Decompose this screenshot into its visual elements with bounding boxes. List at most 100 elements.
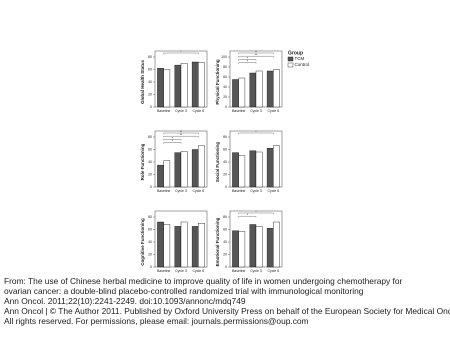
x-tick-label: Cycle 3 [175,109,187,113]
y-tick-label: 60 [223,75,227,79]
y-tick-label: 80 [148,55,152,59]
y-tick-label: 20 [148,172,152,176]
bar [249,72,257,108]
x-tick-label: Baseline [232,109,245,113]
significance-bracket [238,212,274,215]
bar [180,221,188,268]
y-tick-label: 40 [223,85,227,89]
bar [255,70,263,108]
significance-bracket [238,59,257,61]
significance-label: ** [255,53,258,57]
x-tick-label: Cycle 6 [192,189,204,193]
y-tick-label: 0 [150,185,152,189]
x-tick-label: Cycle 6 [267,269,279,273]
legend-title: Group [288,50,303,56]
significance-label: * [180,50,182,54]
bar [180,151,188,188]
y-tick-label: 0 [225,265,227,269]
y-axis-label: Cognitive Functioning [140,218,145,266]
bar [266,148,274,188]
x-tick-label: Baseline [232,269,245,273]
y-tick-label: 20 [148,92,152,96]
y-tick-label: 20 [223,252,227,256]
x-tick-label: Cycle 6 [267,189,279,193]
bar [163,69,171,108]
y-axis-label: Emotional Functioning [215,217,220,266]
y-tick-label: 40 [223,160,227,164]
significance-bracket [238,62,257,64]
y-tick-label: 100 [221,55,227,59]
bar [180,63,188,108]
significance-label: ** [180,130,183,134]
legend-swatch [287,62,294,68]
y-tick-label: 60 [223,147,227,151]
significance-label: * [247,213,249,217]
bar [266,228,274,268]
y-tick-label: 0 [225,185,227,189]
bar [238,231,246,268]
significance-bracket [238,132,274,135]
x-tick-label: Baseline [157,109,170,113]
significance-bracket [163,142,182,144]
x-tick-label: Baseline [157,189,170,193]
legend-label: Control [295,62,310,67]
y-axis-label: Physical Functioning [215,59,220,105]
significance-bracket [163,52,199,55]
bar [273,145,280,188]
x-tick-label: Cycle 6 [192,269,204,273]
bar [273,221,280,268]
x-tick-label: Cycle 3 [250,269,262,273]
x-tick-label: Cycle 3 [250,109,262,113]
significance-label: * [247,56,249,60]
y-tick-label: 0 [225,105,227,109]
significance-label: * [255,130,257,134]
y-tick-label: 60 [223,227,227,231]
bar [238,77,246,108]
significance-bracket [238,52,274,55]
y-tick-label: 20 [223,95,227,99]
bar [198,223,205,268]
x-tick-label: Cycle 6 [192,109,204,113]
y-tick-label: 80 [148,215,152,219]
bar [198,145,205,188]
bar [232,230,239,268]
bar [157,164,164,188]
y-tick-label: 0 [150,265,152,269]
y-tick-label: 40 [223,240,227,244]
x-tick-label: Cycle 3 [175,269,187,273]
legend-swatch [287,56,294,62]
bar [174,152,182,188]
bar [191,149,199,188]
significance-bracket [238,56,274,58]
x-tick-label: Cycle 6 [267,109,279,113]
legend-label: TCM [295,56,305,61]
y-tick-label: 40 [148,240,152,244]
bar [255,151,263,188]
caption-line: Ann Oncol. 2011;22(10):2241-2249. doi:10… [4,296,246,306]
x-tick-label: Baseline [157,269,170,273]
significance-label: ** [180,133,183,137]
y-tick-label: 80 [148,135,152,139]
y-tick-label: 60 [148,147,152,151]
bar [238,155,246,188]
significance-label: * [255,210,257,214]
bar [191,226,199,268]
bar [163,160,171,188]
y-axis-label: Social Functioning [215,142,220,183]
y-tick-label: 20 [148,252,152,256]
bar [249,150,257,188]
caption-line: All rights reserved. For permissions, pl… [4,316,309,326]
y-axis-label: Role Functioning [140,143,145,180]
y-tick-label: 80 [223,215,227,219]
significance-bracket [163,136,199,138]
bar [232,79,239,108]
y-tick-label: 20 [223,172,227,176]
bar [174,226,182,268]
bar [157,68,164,108]
y-axis-label: Global Health Status [140,60,145,105]
y-tick-label: 60 [148,67,152,71]
y-tick-label: 0 [150,105,152,109]
caption-line: ovarian cancer: a double-blind placebo-c… [4,286,364,296]
x-tick-label: Baseline [232,189,245,193]
bar [249,224,257,268]
